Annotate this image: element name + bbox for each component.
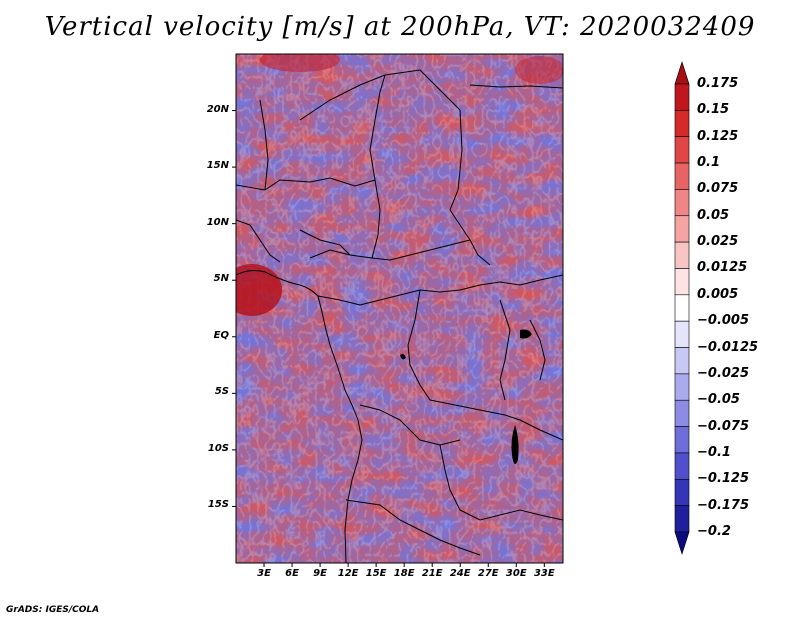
colorbar-label: 0.005 [697, 286, 739, 302]
lon-label-21e: 21E [421, 568, 443, 579]
colorbar-bin [674, 215, 690, 243]
lat-label-15n: 15N [206, 160, 229, 172]
lon-label-27e: 27E [477, 568, 499, 579]
colorbar-label: −0.005 [697, 313, 750, 329]
colorbar-label: −0.2 [697, 524, 731, 539]
colorbar-bin [674, 294, 690, 322]
lon-label-6e: 6E [285, 568, 299, 579]
colorbar-bin [674, 110, 690, 138]
colorbar-bin [674, 399, 690, 427]
colorbar-label: 0.1 [697, 155, 721, 171]
lon-label-33e: 33E [533, 568, 555, 579]
lon-label-24e: 24E [449, 568, 471, 579]
colorbar-label: 0.125 [697, 128, 739, 144]
lat-label-20n: 20N [206, 103, 229, 115]
colorbar-arrow-bottom [674, 531, 690, 555]
colorbar-label: −0.075 [697, 418, 750, 434]
colorbar-label: −0.0125 [697, 339, 759, 355]
colorbar-label: 0.15 [697, 102, 730, 118]
lon-label-18e: 18E [393, 568, 415, 579]
colorbar-bin [674, 162, 690, 190]
colorbar-label: −0.05 [697, 392, 740, 408]
strong-ascent-region [236, 264, 282, 316]
colorbar-bin [674, 478, 690, 506]
plot-frame [235, 53, 564, 564]
lat-label-eq: EQ [213, 329, 229, 341]
country-borders [236, 69, 563, 563]
colorbar-label: −0.125 [697, 471, 750, 487]
map-title: Vertical velocity [m/s] at 200hPa, VT: 2… [44, 12, 756, 42]
lat-label-5n: 5N [213, 273, 229, 285]
lon-label-3e: 3E [257, 568, 271, 579]
colorbar-label: −0.175 [697, 497, 750, 513]
lon-label-9e: 9E [313, 568, 327, 579]
lat-label-5s: 5S [214, 386, 229, 398]
colorbar-bin [674, 347, 690, 375]
lat-label-10n: 10N [206, 216, 229, 228]
colorbar-label: 0.05 [697, 207, 730, 223]
velocity-field [236, 54, 563, 563]
lat-label-15s: 15S [207, 499, 229, 511]
colorbar-bin [674, 320, 690, 348]
colorbar [674, 61, 690, 555]
colorbar-label: 0.0125 [697, 260, 748, 276]
colorbar-label: −0.025 [697, 365, 750, 381]
colorbar-bin [674, 241, 690, 269]
colorbar-bin [674, 189, 690, 217]
colorbar-bin [674, 426, 690, 454]
lat-label-10s: 10S [207, 442, 229, 454]
colorbar-bin [674, 268, 690, 296]
grads-credit: GrADS: IGES/COLA [6, 605, 100, 615]
colorbar-bin [674, 83, 690, 111]
lon-tick-marks [263, 563, 545, 567]
colorbar-label: −0.1 [697, 444, 731, 460]
lon-label-30e: 30E [505, 568, 527, 579]
colorbar-label: 0.025 [697, 234, 739, 250]
lat-tick-marks [232, 110, 236, 507]
colorbar-bin [674, 452, 690, 480]
lon-label-12e: 12E [337, 568, 359, 579]
colorbar-arrow-top [674, 61, 690, 85]
lakes [400, 329, 532, 464]
colorbar-bin [674, 505, 690, 533]
colorbar-label: 0.175 [697, 76, 739, 91]
lon-label-15e: 15E [365, 568, 387, 579]
colorbar-bin [674, 136, 690, 164]
colorbar-bin [674, 373, 690, 401]
colorbar-label: 0.075 [697, 181, 739, 197]
